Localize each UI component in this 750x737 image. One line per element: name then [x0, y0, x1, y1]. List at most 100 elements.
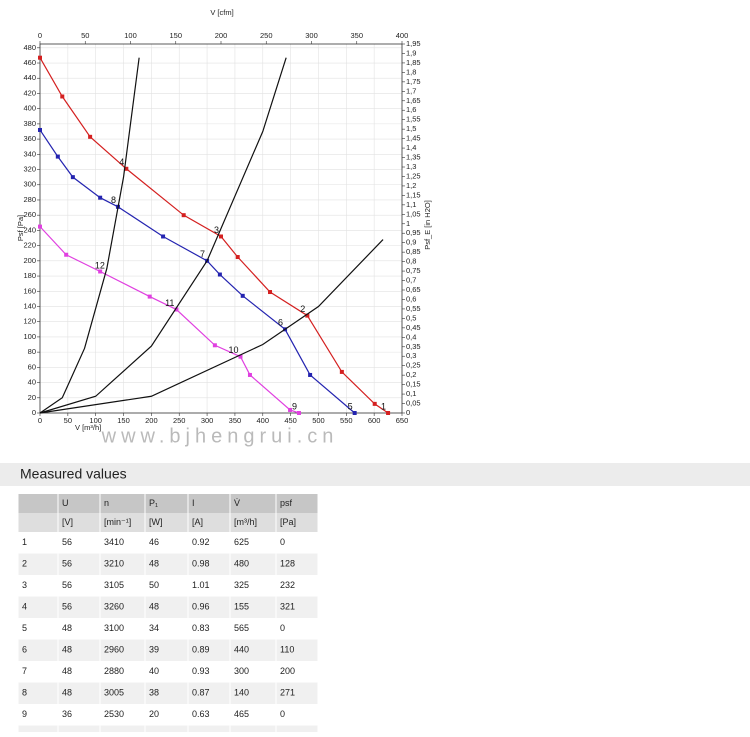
table-row-cell: 50 [149, 580, 159, 590]
y2-tick-label: 1 [406, 219, 410, 228]
table-row-cell: 110 [280, 645, 294, 655]
curve-marker [55, 154, 60, 159]
y2-tick-label: 0,85 [406, 247, 421, 256]
table-row-cell: 2880 [104, 666, 124, 676]
curve-marker [88, 134, 93, 139]
table-row-cell: 48 [62, 688, 72, 698]
y-tick-label: 60 [28, 362, 36, 371]
x-tick-label: 300 [201, 416, 214, 425]
table-header-cell: n [104, 498, 109, 508]
table-row-cell: 4 [22, 602, 27, 612]
curve-marker [386, 411, 391, 415]
table-units-cell: [V] [62, 517, 73, 527]
y2-tick-label: 0,6 [406, 294, 416, 303]
curve-marker [372, 401, 377, 406]
section-bar [0, 463, 750, 486]
curve-marker [174, 307, 179, 312]
y2-tick-label: 0,15 [406, 380, 421, 389]
y-tick-label: 20 [28, 393, 36, 402]
y2-tick-label: 1,15 [406, 190, 421, 199]
table-row-cell: 271 [280, 688, 295, 698]
x-tick-label: 250 [173, 416, 186, 425]
y2-tick-label: 0,25 [406, 361, 421, 370]
section-title: Measured values [20, 466, 127, 482]
curve-marker [217, 272, 222, 277]
curve-marker [268, 290, 273, 295]
y-tick-label: 340 [23, 149, 36, 158]
y2-tick-label: 1,75 [406, 77, 421, 86]
y-tick-label: 40 [28, 378, 36, 387]
y-tick-label: 460 [23, 58, 36, 67]
table-row-cell: 155 [234, 602, 249, 612]
y-tick-label: 400 [23, 104, 36, 113]
table-row-cell: 1.01 [192, 580, 210, 590]
x2-tick-label: 150 [169, 31, 182, 40]
y2-tick-label: 1,9 [406, 48, 416, 57]
y2-tick-label: 0 [406, 408, 410, 417]
x-tick-label: 100 [89, 416, 102, 425]
table-row-bg [18, 661, 318, 683]
table-row-cell: 140 [234, 688, 249, 698]
table-row-cell: 48 [149, 602, 159, 612]
table-row-cell: 48 [149, 559, 159, 569]
x-tick-label: 550 [340, 416, 353, 425]
y-tick-label: 260 [23, 210, 36, 219]
table-row-cell: 56 [62, 559, 72, 569]
y2-tick-label: 0,65 [406, 285, 421, 294]
y2-tick-label: 1,2 [406, 181, 416, 190]
y2-tick-label: 1,5 [406, 124, 416, 133]
table-header-cell: P₁ [149, 498, 158, 508]
curve-marker [288, 407, 293, 412]
table-row-cell: 9 [22, 709, 27, 719]
y2-tick-label: 1,3 [406, 162, 416, 171]
curve [39, 226, 300, 414]
table-row-cell: 48 [62, 666, 72, 676]
y2-tick-label: 1,7 [406, 86, 416, 95]
table-row-bg [18, 596, 318, 618]
y2-tick-label: 0,75 [406, 266, 421, 275]
table-row-cell: 0 [280, 709, 285, 719]
y2-tick-label: 0,8 [406, 257, 416, 266]
table-row-cell: 2 [22, 559, 27, 569]
y-tick-label: 380 [23, 119, 36, 128]
y2-tick-label: 1,6 [406, 105, 416, 114]
curve [39, 239, 384, 414]
x2-tick-label: 50 [81, 31, 89, 40]
y2-tick-label: 1,25 [406, 171, 421, 180]
point-label: 8 [111, 195, 116, 205]
y2-tick-label: 1,55 [406, 115, 421, 124]
table-row-bg [18, 682, 318, 704]
table-row-cell: 56 [62, 580, 72, 590]
y2-tick-label: 0,35 [406, 342, 421, 351]
y-tick-label: 180 [23, 271, 36, 280]
table-row-bg [18, 639, 318, 661]
table-row-cell: 0.92 [192, 537, 210, 547]
table-row-cell: 3005 [104, 688, 124, 698]
y2-tick-label: 1,8 [406, 67, 416, 76]
curve-marker [212, 343, 217, 348]
y-axis-label: Psf [Pa] [16, 215, 25, 241]
table-row-cell: 321 [280, 602, 295, 612]
x-tick-label: 600 [368, 416, 381, 425]
x-tick-label: 200 [145, 416, 158, 425]
y-tick-label: 280 [23, 195, 36, 204]
table-units-cell: [min⁻¹] [104, 517, 131, 527]
table-units-cell: [W] [149, 517, 163, 527]
y-tick-label: 240 [23, 225, 36, 234]
table-row-cell: 48 [62, 645, 72, 655]
point-label: 2 [300, 304, 305, 314]
x2-tick-label: 100 [124, 31, 137, 40]
table-header-cell: V̇ [234, 498, 240, 508]
point-label: 9 [292, 401, 297, 411]
curve-marker [181, 213, 186, 218]
table-row-cell: 325 [234, 580, 249, 590]
y2-tick-label: 1,95 [406, 39, 421, 48]
curve-marker [64, 252, 69, 257]
table-row-bg [18, 575, 318, 597]
point-label: 4 [119, 157, 124, 167]
table-row-cell: 625 [234, 537, 249, 547]
y2-tick-label: 0,1 [406, 389, 416, 398]
table-row-cell: 3210 [104, 559, 124, 569]
y-tick-label: 420 [23, 88, 36, 97]
curve-marker [98, 269, 103, 274]
